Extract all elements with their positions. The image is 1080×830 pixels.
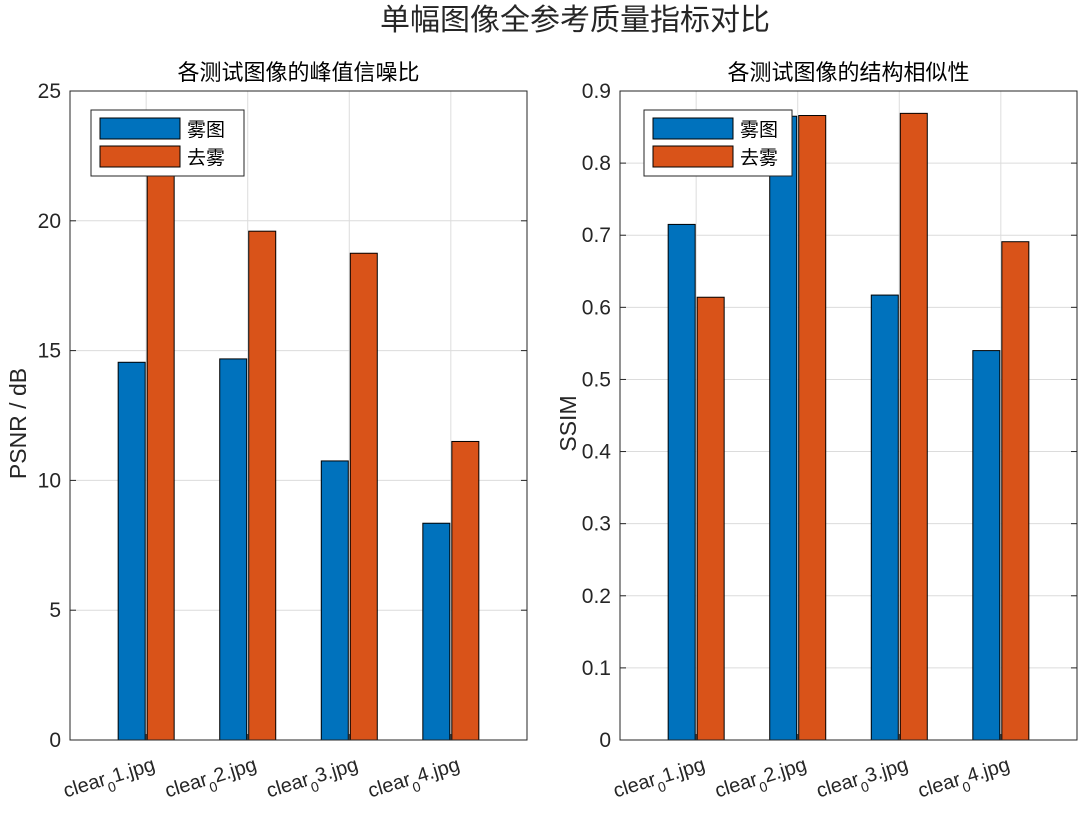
bar-hazy-2 <box>769 115 798 741</box>
y-tick-label: 10 <box>38 469 61 492</box>
y-tick-label: 25 <box>38 80 61 103</box>
legend-label: 去雾 <box>187 147 225 169</box>
x-tick-label: clear01.jpg <box>611 754 710 808</box>
axes-box <box>619 90 1078 741</box>
x-tick-label: clear02.jpg <box>712 754 811 808</box>
bar-dehazed-3 <box>899 112 928 741</box>
y-tick-label: 0.2 <box>582 585 611 608</box>
legend-swatch <box>652 117 734 140</box>
bar-dehazed-1 <box>696 296 725 741</box>
figure-title: 单幅图像全参考质量指标对比 <box>380 4 770 37</box>
legend-label: 去雾 <box>740 147 778 169</box>
y-axis-label: PSNR / dB <box>5 368 31 479</box>
y-tick-label: 0.1 <box>582 657 611 680</box>
panel-title: 各测试图像的结构相似性 <box>727 60 969 85</box>
y-tick-label: 0 <box>599 729 611 752</box>
x-tick-label: clear03.jpg <box>264 754 363 808</box>
bar-hazy-1 <box>667 223 696 741</box>
bar-hazy-4 <box>422 522 451 741</box>
bar-dehazed-1 <box>146 174 175 741</box>
legend-swatch <box>99 145 181 168</box>
axes-box <box>69 90 528 741</box>
y-tick-label: 20 <box>38 210 61 233</box>
y-tick-label: 0.4 <box>582 441 612 464</box>
bar-hazy-3 <box>320 460 349 741</box>
chart-panel-1: 0 5 10 15 20 25 clear01.jpg clear02.jpg clear03.… <box>5 60 528 808</box>
y-axis-label: SSIM <box>555 395 581 451</box>
x-tick-label: clear03.jpg <box>814 754 913 808</box>
bar-hazy-1 <box>117 361 146 741</box>
y-tick-label: 5 <box>49 599 61 622</box>
y-tick-label: 0.9 <box>582 80 611 103</box>
panel-title: 各测试图像的峰值信噪比 <box>177 60 419 85</box>
legend-label: 雾图 <box>187 120 225 141</box>
bar-dehazed-2 <box>798 115 827 741</box>
legend-label: 雾图 <box>740 120 778 141</box>
y-tick-label: 0.5 <box>582 368 611 391</box>
y-tick-label: 0.6 <box>582 296 611 319</box>
bar-dehazed-4 <box>451 440 480 741</box>
bar-hazy-3 <box>870 294 899 741</box>
x-tick-label: clear02.jpg <box>162 754 261 808</box>
legend-swatch <box>652 145 734 168</box>
x-tick-label: clear04.jpg <box>365 754 464 808</box>
y-tick-label: 0 <box>49 729 61 752</box>
bar-dehazed-2 <box>248 230 277 741</box>
y-tick-label: 0.7 <box>582 224 611 247</box>
x-tick-label: clear04.jpg <box>915 754 1014 808</box>
bar-dehazed-4 <box>1001 241 1030 741</box>
y-tick-label: 0.3 <box>582 513 611 536</box>
x-tick-label: clear01.jpg <box>61 754 160 808</box>
y-tick-label: 0.8 <box>582 152 611 175</box>
y-tick-label: 15 <box>38 340 61 363</box>
legend-swatch <box>99 117 181 140</box>
bar-dehazed-3 <box>349 252 378 741</box>
bar-hazy-2 <box>219 358 248 741</box>
bar-hazy-4 <box>972 350 1001 741</box>
